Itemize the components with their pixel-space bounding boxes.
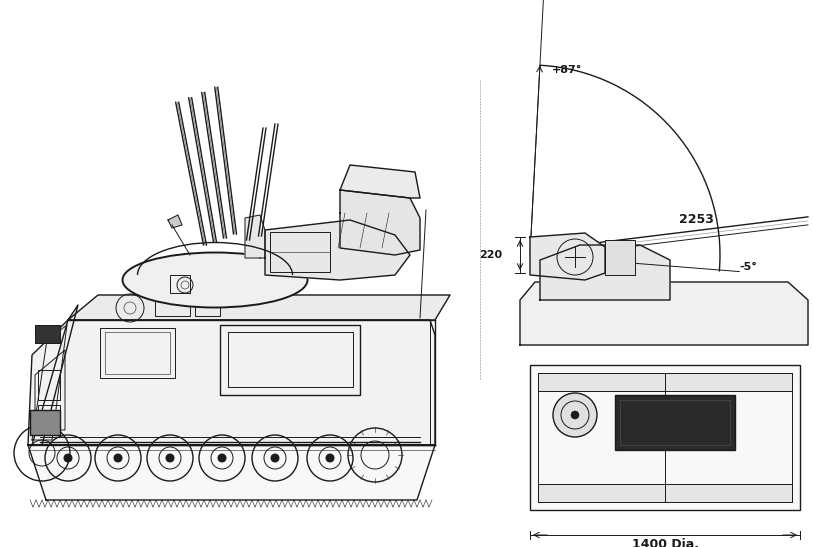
Polygon shape bbox=[540, 245, 670, 300]
Bar bbox=[605, 240, 635, 275]
Polygon shape bbox=[265, 220, 410, 280]
Polygon shape bbox=[530, 233, 605, 280]
Circle shape bbox=[64, 454, 72, 462]
Circle shape bbox=[114, 454, 122, 462]
Bar bbox=[620, 400, 730, 445]
Circle shape bbox=[218, 454, 226, 462]
Bar bbox=[455, 0, 813, 547]
Polygon shape bbox=[520, 282, 808, 345]
Polygon shape bbox=[28, 445, 435, 500]
Bar bbox=[105, 332, 170, 374]
Polygon shape bbox=[32, 325, 67, 440]
Bar bbox=[0, 0, 460, 547]
Text: 2253: 2253 bbox=[680, 213, 714, 226]
Bar bbox=[530, 365, 800, 510]
Polygon shape bbox=[32, 305, 78, 445]
Bar bbox=[615, 395, 735, 450]
Bar bbox=[100, 328, 175, 378]
Circle shape bbox=[326, 454, 334, 462]
Circle shape bbox=[553, 393, 597, 437]
Bar bbox=[30, 410, 60, 435]
Bar bbox=[228, 332, 353, 387]
Bar bbox=[195, 298, 220, 316]
Polygon shape bbox=[245, 215, 265, 258]
Circle shape bbox=[166, 454, 174, 462]
Polygon shape bbox=[28, 320, 435, 445]
Polygon shape bbox=[340, 190, 420, 255]
Bar bbox=[538, 373, 792, 391]
Text: 1400 Dia.: 1400 Dia. bbox=[632, 538, 698, 547]
Polygon shape bbox=[68, 295, 450, 320]
Bar bbox=[538, 373, 792, 502]
Circle shape bbox=[571, 411, 579, 419]
Bar bbox=[220, 325, 360, 395]
Polygon shape bbox=[168, 215, 182, 228]
Polygon shape bbox=[340, 165, 420, 198]
Bar bbox=[35, 325, 60, 343]
Ellipse shape bbox=[123, 253, 307, 307]
Bar bbox=[38, 405, 60, 425]
Text: +87°: +87° bbox=[552, 65, 582, 75]
Bar bbox=[155, 298, 190, 316]
Text: -5°: -5° bbox=[739, 261, 757, 271]
Circle shape bbox=[271, 454, 279, 462]
Bar bbox=[38, 370, 60, 400]
Bar bbox=[170, 275, 190, 293]
Text: 220: 220 bbox=[479, 250, 502, 260]
Bar bbox=[30, 410, 60, 435]
Bar bbox=[270, 232, 330, 272]
Bar bbox=[538, 484, 792, 502]
